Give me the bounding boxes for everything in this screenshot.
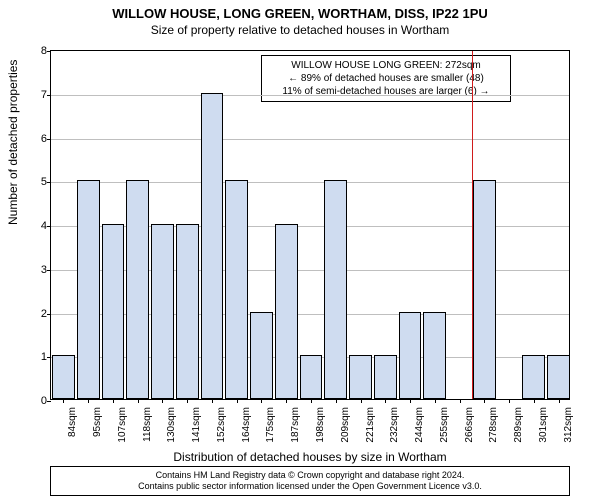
y-tick-mark xyxy=(47,270,51,271)
x-tick-mark xyxy=(509,399,510,403)
gridline xyxy=(51,95,569,96)
annotation-line: 11% of semi-detached houses are larger (… xyxy=(267,85,505,98)
y-tick-mark xyxy=(47,314,51,315)
y-tick-label: 4 xyxy=(25,220,47,232)
x-tick-mark xyxy=(113,399,114,403)
x-tick-mark xyxy=(187,399,188,403)
x-tick-mark xyxy=(261,399,262,403)
y-tick-label: 3 xyxy=(25,264,47,276)
x-tick-mark xyxy=(361,399,362,403)
y-tick-label: 7 xyxy=(25,89,47,101)
histogram-bar xyxy=(349,355,372,399)
x-tick-mark xyxy=(63,399,64,403)
x-tick-label: 244sqm xyxy=(414,407,416,443)
y-tick-mark xyxy=(47,139,51,140)
x-tick-mark xyxy=(162,399,163,403)
annotation-line: ← 89% of detached houses are smaller (48… xyxy=(267,72,505,85)
x-tick-label: 141sqm xyxy=(191,407,193,443)
marker-line xyxy=(472,51,473,399)
x-tick-label: 232sqm xyxy=(389,407,391,443)
histogram-bar xyxy=(151,224,174,399)
credit-line-2: Contains public sector information licen… xyxy=(56,481,564,492)
x-tick-mark xyxy=(138,399,139,403)
x-tick-mark xyxy=(534,399,535,403)
y-tick-label: 2 xyxy=(25,308,47,320)
x-tick-label: 118sqm xyxy=(142,407,144,442)
x-tick-mark xyxy=(385,399,386,403)
histogram-bar xyxy=(522,355,545,399)
y-tick-mark xyxy=(47,226,51,227)
y-tick-mark xyxy=(47,51,51,52)
x-tick-mark xyxy=(311,399,312,403)
x-tick-mark xyxy=(212,399,213,403)
credits-box: Contains HM Land Registry data © Crown c… xyxy=(50,466,570,496)
x-tick-label: 312sqm xyxy=(563,407,565,443)
histogram-bar xyxy=(300,355,323,399)
histogram-bar xyxy=(473,180,496,399)
x-tick-mark xyxy=(559,399,560,403)
x-axis-label: Distribution of detached houses by size … xyxy=(50,450,570,464)
x-tick-label: 289sqm xyxy=(513,407,515,443)
x-tick-label: 95sqm xyxy=(92,407,94,437)
credit-line-1: Contains HM Land Registry data © Crown c… xyxy=(56,470,564,481)
x-tick-mark xyxy=(435,399,436,403)
x-tick-mark xyxy=(410,399,411,403)
x-tick-mark xyxy=(286,399,287,403)
histogram-bar xyxy=(176,224,199,399)
annotation-line: WILLOW HOUSE LONG GREEN: 272sqm xyxy=(267,59,505,72)
x-tick-label: 209sqm xyxy=(340,407,342,443)
x-tick-label: 152sqm xyxy=(216,407,218,443)
chart-container: WILLOW HOUSE, LONG GREEN, WORTHAM, DISS,… xyxy=(0,0,600,500)
histogram-bar xyxy=(324,180,347,399)
x-tick-mark xyxy=(460,399,461,403)
x-tick-mark xyxy=(336,399,337,403)
histogram-bar xyxy=(547,355,570,399)
y-tick-mark xyxy=(47,357,51,358)
chart-title: WILLOW HOUSE, LONG GREEN, WORTHAM, DISS,… xyxy=(0,0,600,21)
x-tick-label: 107sqm xyxy=(117,407,119,443)
histogram-bar xyxy=(225,180,248,399)
x-tick-label: 221sqm xyxy=(365,407,367,443)
histogram-bar xyxy=(423,312,446,400)
histogram-bar xyxy=(374,355,397,399)
plot-area: WILLOW HOUSE LONG GREEN: 272sqm← 89% of … xyxy=(50,50,570,400)
x-tick-label: 130sqm xyxy=(166,407,168,443)
x-tick-mark xyxy=(88,399,89,403)
y-tick-mark xyxy=(47,95,51,96)
x-tick-label: 164sqm xyxy=(241,407,243,443)
histogram-bar xyxy=(52,355,75,399)
histogram-bar xyxy=(250,312,273,400)
x-tick-mark xyxy=(237,399,238,403)
x-tick-label: 198sqm xyxy=(315,407,317,443)
x-tick-label: 255sqm xyxy=(439,407,441,443)
y-tick-label: 8 xyxy=(25,45,47,57)
x-tick-label: 84sqm xyxy=(67,407,69,437)
y-tick-label: 5 xyxy=(25,176,47,188)
y-tick-label: 1 xyxy=(25,351,47,363)
y-tick-label: 6 xyxy=(25,133,47,145)
histogram-bar xyxy=(201,93,224,399)
x-tick-label: 266sqm xyxy=(464,407,466,443)
gridline xyxy=(51,139,569,140)
x-tick-mark xyxy=(484,399,485,403)
chart-subtitle: Size of property relative to detached ho… xyxy=(0,21,600,37)
y-axis-label: Number of detached properties xyxy=(6,60,20,225)
histogram-bar xyxy=(126,180,149,399)
x-tick-label: 175sqm xyxy=(265,407,267,443)
histogram-bar xyxy=(399,312,422,400)
x-tick-label: 278sqm xyxy=(488,407,490,443)
y-tick-label: 0 xyxy=(25,395,47,407)
y-tick-mark xyxy=(47,401,51,402)
histogram-bar xyxy=(102,224,125,399)
x-tick-label: 301sqm xyxy=(538,407,540,443)
histogram-bar xyxy=(77,180,100,399)
histogram-bar xyxy=(275,224,298,399)
x-tick-label: 187sqm xyxy=(290,407,292,443)
y-tick-mark xyxy=(47,182,51,183)
